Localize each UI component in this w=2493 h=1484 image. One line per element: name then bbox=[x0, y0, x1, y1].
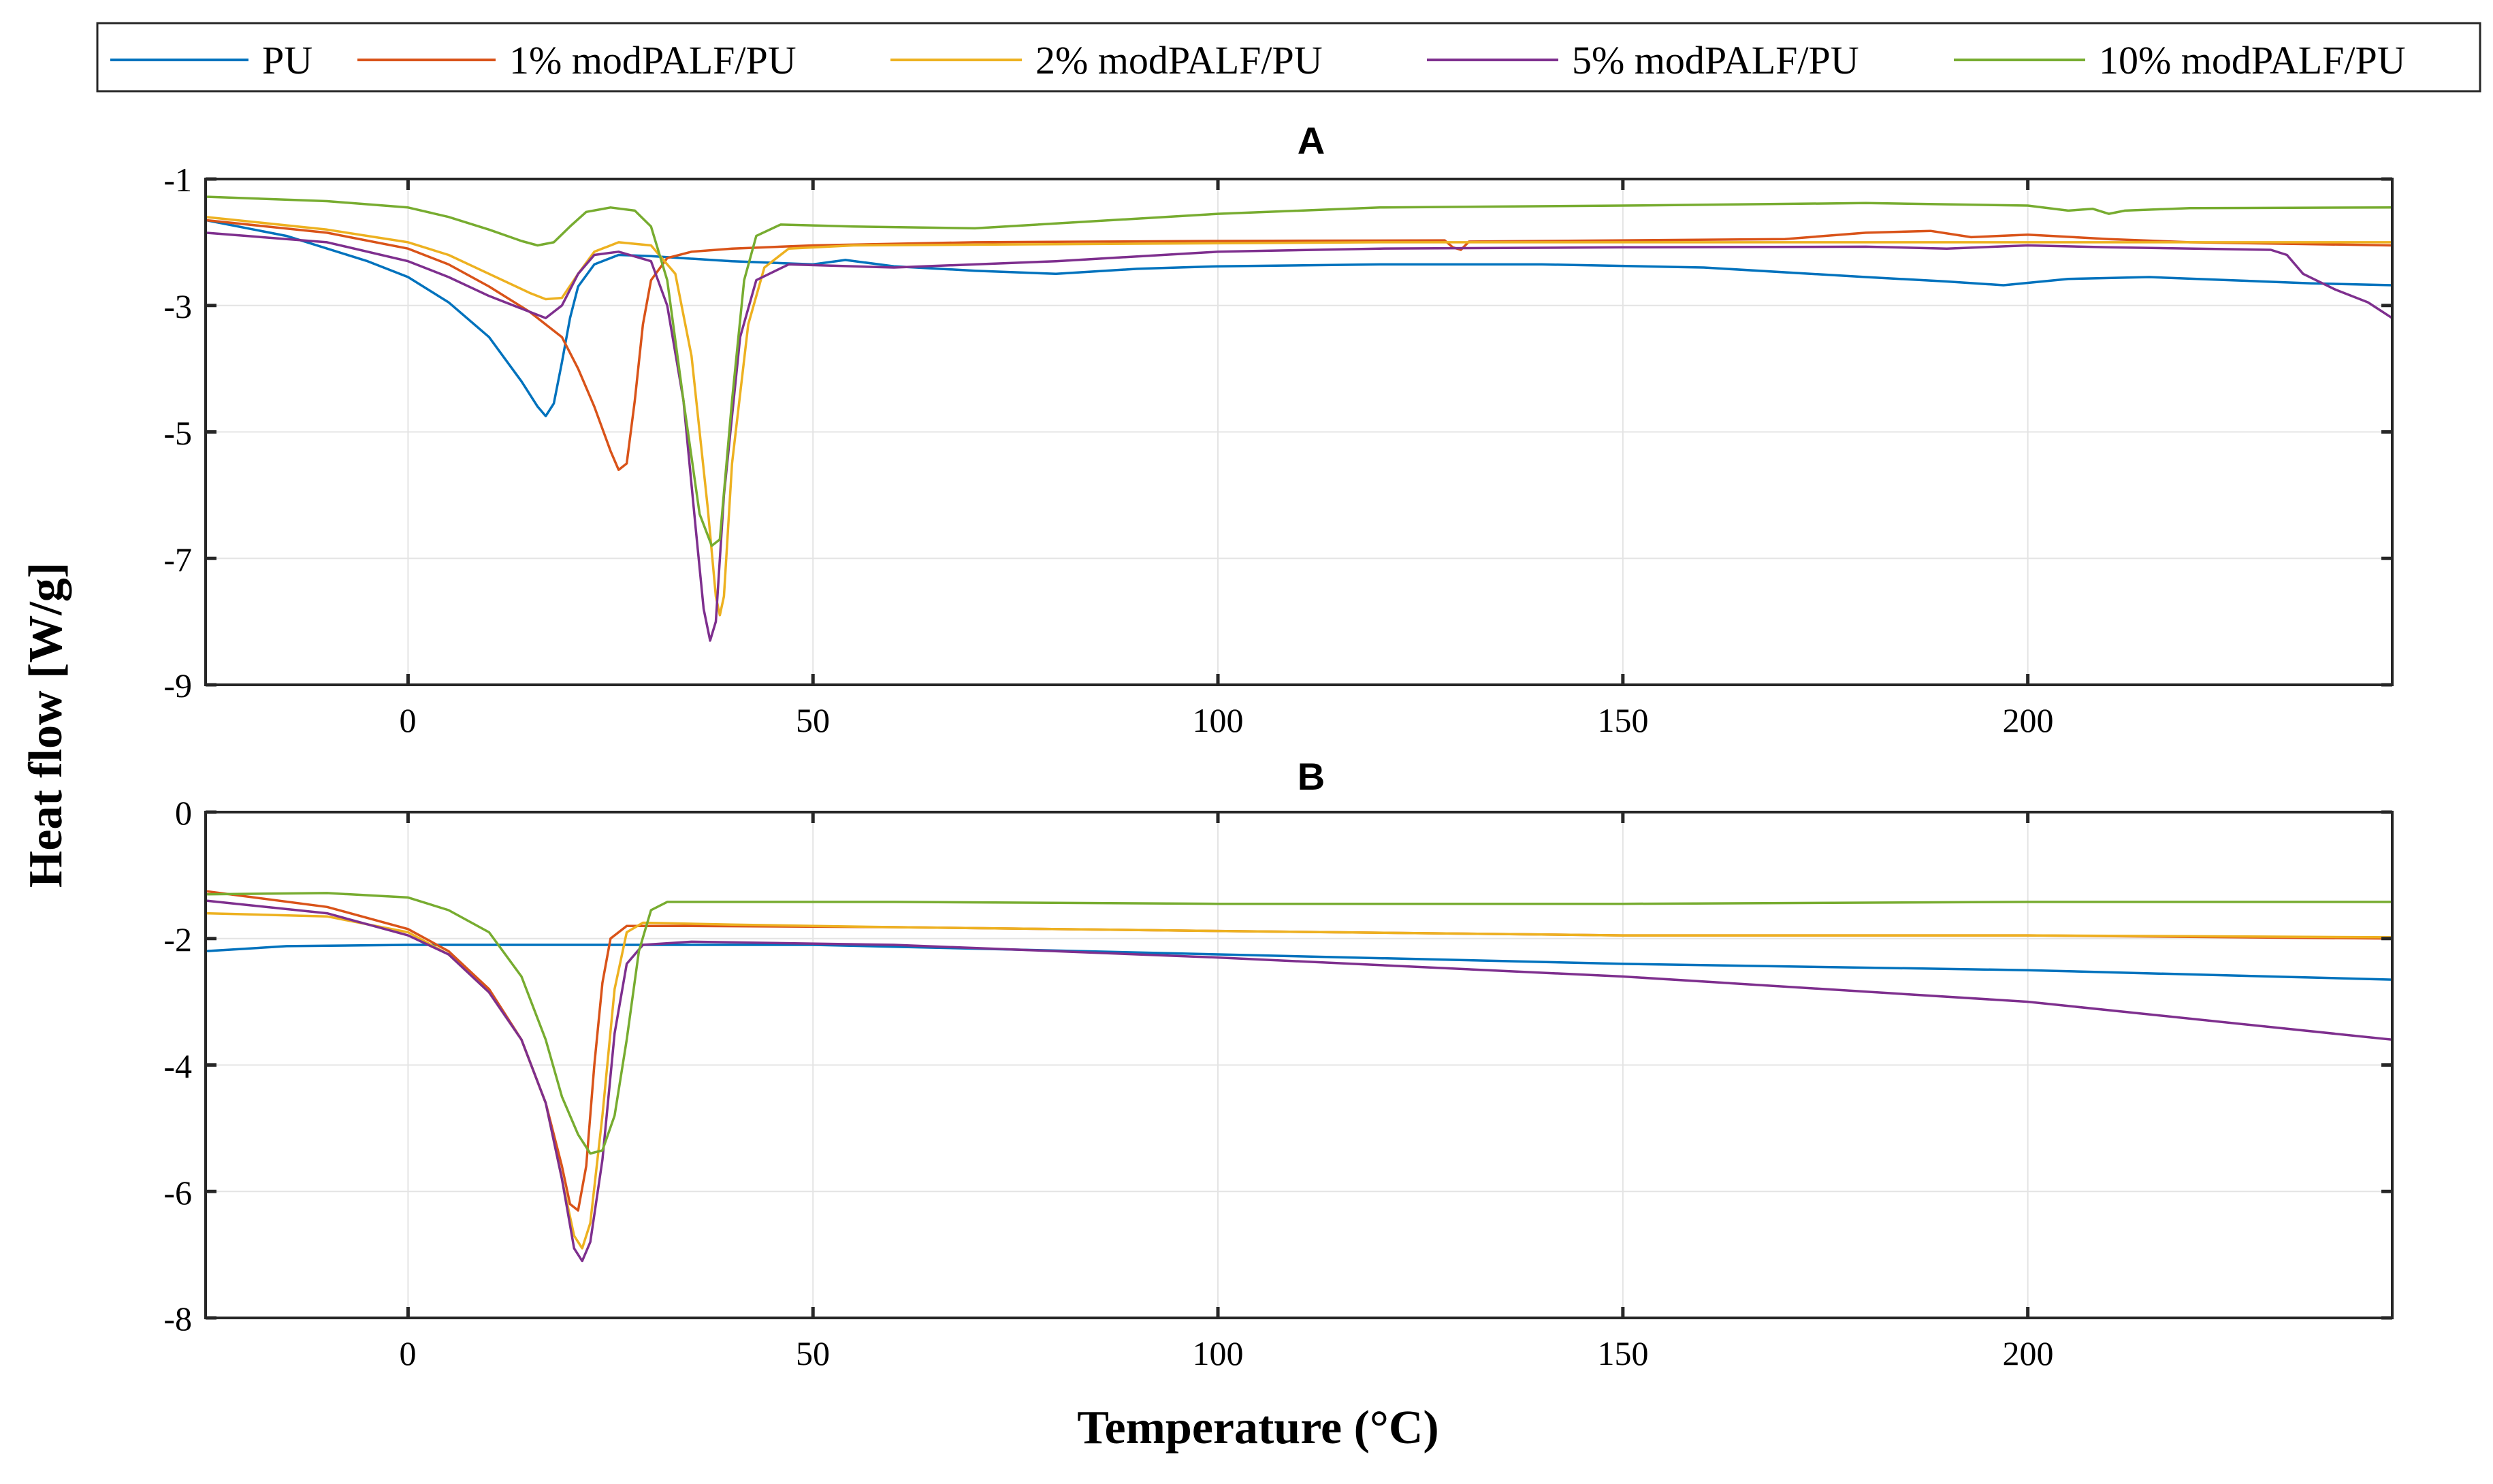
panel-b-y-tick-label: -8 bbox=[163, 1300, 192, 1338]
panel-b-series-2pct-modpalf-pu bbox=[204, 912, 2394, 1250]
panel-a-y-tick-label: -3 bbox=[163, 287, 192, 325]
legend-label-pu: PU bbox=[262, 38, 312, 82]
panel-a-title: A bbox=[1298, 119, 1325, 162]
panel-b-title: B bbox=[1298, 755, 1325, 798]
panel-b: B 0 -2 -4 -6 -8 0 50 100 150 200 bbox=[163, 755, 2394, 1372]
panel-a: A -1 -3 -5 -7 -9 0 50 100 150 200 bbox=[163, 119, 2394, 739]
panel-b-x-tick-label: 200 bbox=[2003, 1334, 2054, 1372]
panel-b-y-tick-labels: 0 -2 -4 -6 -8 bbox=[163, 794, 192, 1338]
legend-label-2pct: 2% modPALF/PU bbox=[1035, 38, 1323, 82]
panel-a-x-tick-labels: 0 50 100 150 200 bbox=[400, 701, 2054, 739]
panel-b-series bbox=[204, 890, 2394, 1263]
panel-a-x-tick-label: 0 bbox=[400, 701, 417, 739]
panel-a-series bbox=[204, 195, 2394, 642]
legend-item-2pct: 2% modPALF/PU bbox=[890, 38, 1323, 82]
legend-label-1pct: 1% modPALF/PU bbox=[509, 38, 797, 82]
legend-box bbox=[96, 22, 2481, 93]
panel-a-series-10pct-modpalf-pu bbox=[204, 195, 2394, 547]
legend-label-10pct: 10% modPALF/PU bbox=[2099, 38, 2406, 82]
panel-b-y-tick-label: -4 bbox=[163, 1047, 192, 1085]
panel-a-y-tick-label: -9 bbox=[163, 666, 192, 705]
panel-b-x-tick-labels: 0 50 100 150 200 bbox=[400, 1334, 2054, 1372]
x-axis-label: Temperature (°C) bbox=[1077, 1402, 1439, 1454]
y-axis-label: Heat flow [W/g] bbox=[20, 562, 72, 888]
panel-b-y-tick-label: -2 bbox=[163, 920, 192, 958]
panel-a-ticks bbox=[206, 177, 2392, 687]
panel-a-y-tick-label: -7 bbox=[163, 541, 192, 579]
panel-a-y-tick-label: -5 bbox=[163, 414, 192, 452]
legend-label-5pct: 5% modPALF/PU bbox=[1572, 38, 1859, 82]
legend: PU 1% modPALF/PU 2% modPALF/PU 5% modPAL… bbox=[96, 22, 2481, 93]
panel-b-x-tick-label: 50 bbox=[796, 1334, 830, 1372]
panel-b-series-5pct-modpalf-pu bbox=[204, 899, 2394, 1263]
panel-b-x-tick-label: 100 bbox=[1193, 1334, 1244, 1372]
panel-a-gridlines bbox=[206, 178, 2392, 685]
panel-a-series-1pct-modpalf-pu bbox=[204, 219, 2394, 471]
panel-a-series-2pct-modpalf-pu bbox=[204, 215, 2394, 617]
legend-item-10pct: 10% modPALF/PU bbox=[1954, 38, 2406, 82]
panel-b-x-tick-label: 0 bbox=[400, 1334, 417, 1372]
panel-b-x-tick-label: 150 bbox=[1598, 1334, 1649, 1372]
panel-a-x-tick-label: 200 bbox=[2003, 701, 2054, 739]
panel-a-y-tick-label: -1 bbox=[163, 161, 192, 199]
panel-b-gridlines bbox=[206, 811, 2392, 1319]
legend-item-pu: PU bbox=[110, 38, 312, 82]
legend-item-1pct: 1% modPALF/PU bbox=[357, 38, 797, 82]
panel-b-y-tick-label: -6 bbox=[163, 1174, 192, 1212]
panel-a-y-tick-labels: -1 -3 -5 -7 -9 bbox=[163, 161, 192, 705]
panel-a-x-tick-label: 150 bbox=[1598, 701, 1649, 739]
panel-b-y-tick-label: 0 bbox=[175, 794, 192, 832]
panel-a-x-tick-label: 50 bbox=[796, 701, 830, 739]
panel-a-x-tick-label: 100 bbox=[1193, 701, 1244, 739]
legend-item-5pct: 5% modPALF/PU bbox=[1427, 38, 1859, 82]
panel-b-ticks bbox=[206, 810, 2392, 1320]
panel-b-series-10pct-modpalf-pu bbox=[204, 892, 2394, 1155]
